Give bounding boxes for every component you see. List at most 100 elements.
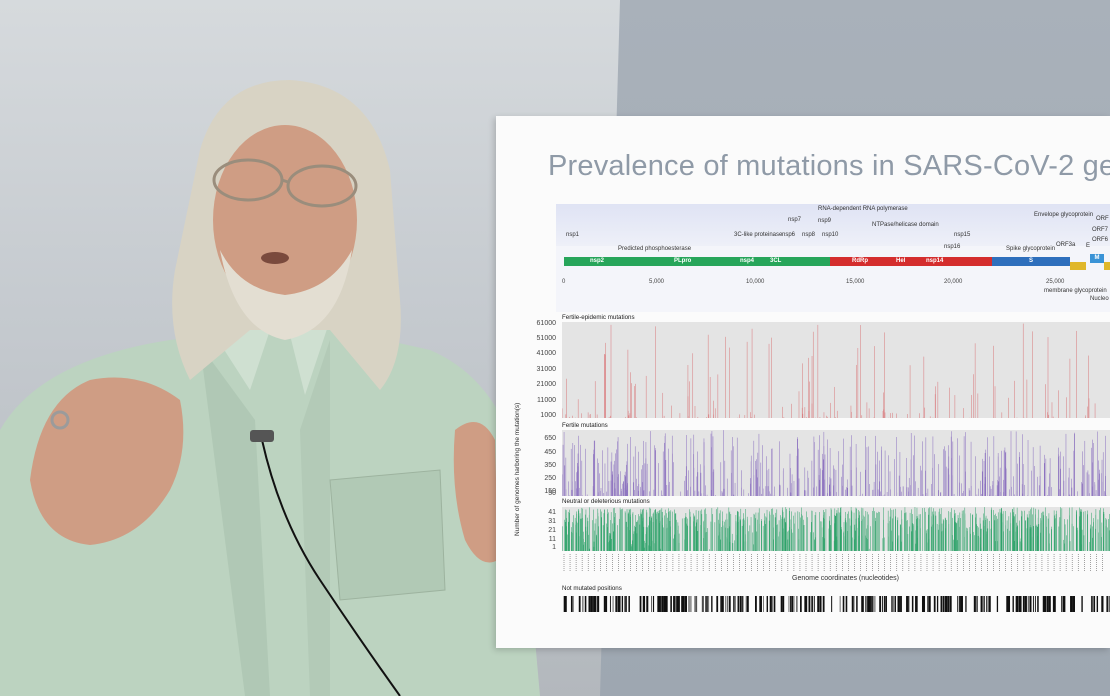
texture-bar [708,596,710,612]
texture-bar [922,596,924,612]
gene-rdrp-label: RdRp [852,258,868,264]
texture-bar [769,596,771,612]
texture-bar [769,596,772,612]
panel-label-fertile: Fertile mutations [562,422,608,429]
texture-bar [1061,596,1063,612]
texture-bar [1007,596,1009,612]
map-label-predicted: Predicted phosphoesterase [618,246,692,252]
ytick-epidemic: 11000 [537,397,556,404]
texture-bar [811,596,813,612]
map-label-membrane: membrane glycoprotein [1044,288,1107,294]
ytick-fertile: 250 [544,475,556,482]
texture-bar [725,596,726,612]
texture-bar [916,596,918,612]
map-label-spike: Spike glycoprotein [1006,246,1056,252]
texture-bar [996,596,999,612]
texture-bar [1102,596,1104,612]
texture-bar [853,596,855,612]
texture-bar [1024,596,1027,612]
texture-bar [617,596,619,612]
texture-bar [780,596,783,612]
texture-bar [856,596,858,612]
texture-bar [1073,596,1074,612]
texture-bar [793,596,795,612]
texture-bar [735,596,736,612]
texture-bar [959,596,961,612]
texture-bar [819,596,821,612]
texture-bar [947,596,950,612]
texture-bar [1049,596,1051,612]
gene-m: M [1090,254,1104,263]
texture-bar [898,596,900,612]
texture-bar [868,596,870,612]
texture-bar [908,596,910,612]
texture-bar [805,596,808,612]
texture-bar [563,596,565,612]
texture-bar [621,596,624,612]
texture-bar [589,596,591,612]
texture-bar [596,596,598,612]
texture-bar [639,596,642,612]
texture-bar [800,596,802,612]
neutral-plot [562,507,1110,551]
texture-bar [790,596,792,612]
texture-bar [961,596,963,612]
texture-bar [678,596,680,612]
texture-bar [1032,596,1034,612]
texture-bar [681,596,684,612]
texture-bar [911,596,914,612]
texture-bar [1028,596,1030,612]
gene-3cl-label: 3CL [770,258,782,264]
texture-bar [921,596,923,612]
texture-bar [619,596,621,612]
texture-bar [1038,596,1039,612]
texture-bar [591,596,593,612]
ytick-epidemic: 41000 [536,350,556,357]
texture-bar [1006,596,1008,612]
texture-bar [1047,596,1049,612]
texture-bar [674,596,675,612]
texture-bar [944,596,947,612]
gene-rdrp-hel: RdRp Hel nsp14 [830,257,992,266]
texture-bar [642,596,645,612]
presentation-slide: Prevalence of mutations in SARS-CoV-2 ge… [496,116,1110,648]
texture-bar [791,596,794,612]
texture-bar [651,596,652,612]
map-tick: 0 [562,279,566,285]
texture-bar [906,596,908,612]
texture-bar [977,596,978,612]
texture-bar [923,596,926,612]
texture-bar [759,596,760,612]
map-label-nsp9: nsp9 [818,218,832,224]
texture-bar [1073,596,1075,612]
texture-bar [980,596,982,612]
texture-bar [893,596,895,612]
texture-bar [673,596,675,612]
texture-bar [951,596,952,612]
texture-bar [738,596,739,612]
texture-bar [628,596,630,612]
map-tick: 10,000 [746,279,765,285]
ytick-fertile: 650 [544,435,556,442]
panel-label-neutral: Neutral or deleterious mutations [562,498,650,505]
texture-bar [615,596,617,612]
texture-bar [605,596,608,612]
texture-bar [666,596,668,612]
texture-bar [1092,596,1094,612]
texture-bar [652,596,655,612]
texture-bar [942,596,945,612]
gene-orf-tail [1104,262,1110,270]
texture-bar [988,596,991,612]
ytick-epidemic: 31000 [536,366,556,373]
texture-bar [690,596,692,612]
map-label-rdrp-full: RNA-dependent RNA polymerase [818,206,908,212]
texture-bar [660,596,662,612]
ytick-neutral: 1 [552,544,556,551]
ytick-fertile: 150 [544,488,556,495]
texture-bar [845,596,848,612]
map-label-nucleo: Nucleo [1090,296,1109,302]
gene-nsp14-label: nsp14 [926,258,944,264]
texture-bar [619,596,621,612]
texture-bar [808,596,811,612]
texture-bar [646,596,648,612]
